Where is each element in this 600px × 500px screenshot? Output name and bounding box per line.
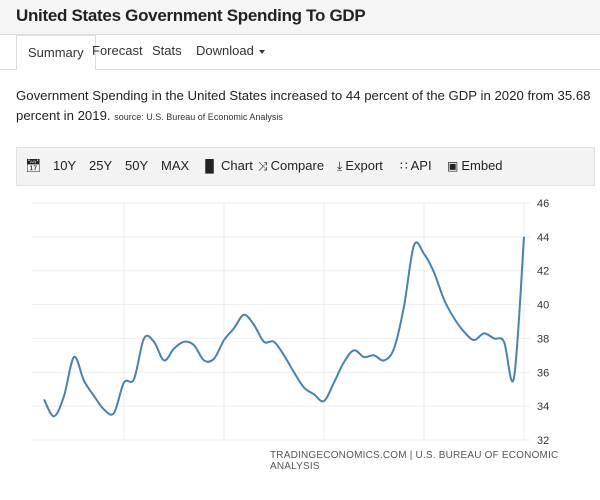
api-label: API <box>410 158 432 173</box>
grid-icon: ∷ <box>400 159 408 173</box>
page-header: United States Government Spending To GDP <box>0 0 600 35</box>
source-text: source: U.S. Bureau of Economic Analysis <box>114 112 283 122</box>
shuffle-icon: ⤨ <box>258 159 268 173</box>
compare-button[interactable]: ⤨ Compare <box>258 158 324 174</box>
bar-chart-icon: ▐▌ <box>201 159 219 173</box>
page-title: United States Government Spending To GDP <box>16 6 366 25</box>
y-tick-label: 40 <box>537 300 549 312</box>
summary-description: Government Spending in the United States… <box>16 86 594 127</box>
api-button[interactable]: ∷ API <box>400 158 432 173</box>
download-icon: ⤓ <box>337 159 343 173</box>
y-tick-label: 34 <box>537 401 549 413</box>
embed-label: Embed <box>461 158 503 173</box>
range-50y-button[interactable]: 50Y <box>125 158 149 173</box>
tab-bar: Summary Forecast Stats Download <box>0 35 600 71</box>
x-tick-label: 1980 <box>112 449 136 450</box>
compare-label: Compare <box>270 158 325 173</box>
export-button[interactable]: ⤓ Export <box>337 158 383 174</box>
x-tick-label: 2020 <box>512 449 536 450</box>
export-label: Export <box>345 158 383 173</box>
chart-toolbar: 📅︎ 10Y 25Y 50Y MAX ▐▌ Chart ⤨ Compare ⤓ Exp… <box>16 147 595 186</box>
embed-button[interactable]: ▣ Embed <box>447 158 503 173</box>
chart-credit: TRADINGECONOMICS.COM | U.S. BUREAU OF EC… <box>270 450 559 472</box>
chart-button[interactable]: ▐▌ Chart <box>201 158 253 173</box>
range-max-button[interactable]: MAX <box>161 158 190 173</box>
y-tick-label: 42 <box>537 266 549 278</box>
range-25y-button[interactable]: 25Y <box>89 158 113 173</box>
chart-label: Chart <box>221 158 253 173</box>
tab-download-label: Download <box>196 43 254 58</box>
caret-down-icon <box>258 49 265 54</box>
y-tick-label: 46 <box>537 198 549 210</box>
tab-summary[interactable]: Summary <box>16 35 96 71</box>
series-line <box>43 236 525 418</box>
y-tick-label: 44 <box>537 232 549 244</box>
line-chart: 32 34 36 38 40 42 44 46 1980 1990 2000 2010 2020 <box>32 198 549 450</box>
image-icon: ▣ <box>447 159 459 173</box>
x-tick-label: 2010 <box>412 449 436 450</box>
y-tick-label: 36 <box>537 367 549 379</box>
tab-stats[interactable]: Stats <box>152 43 182 58</box>
x-tick-label: 1990 <box>212 449 236 450</box>
calendar-icon[interactable]: 📅︎ <box>25 158 42 173</box>
range-10y-button[interactable]: 10Y <box>53 158 77 173</box>
tab-download[interactable]: Download <box>196 43 265 58</box>
y-tick-label: 38 <box>537 333 549 345</box>
x-tick-label: 2000 <box>312 449 336 450</box>
summary-text: Government Spending in the United States… <box>16 88 591 123</box>
tab-forecast[interactable]: Forecast <box>92 43 143 58</box>
y-tick-label: 32 <box>537 435 549 447</box>
